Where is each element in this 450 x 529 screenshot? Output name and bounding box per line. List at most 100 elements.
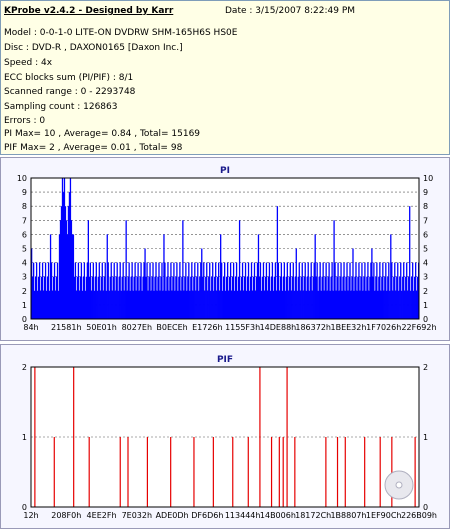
- plot-border: [30, 177, 420, 320]
- pi-bar: [323, 290, 325, 319]
- pi-bar: [189, 290, 191, 319]
- pi-bar: [194, 262, 196, 319]
- pi-bar: [164, 262, 166, 319]
- pi-bar: [396, 276, 398, 319]
- pi-bar: [202, 276, 204, 319]
- pi-bar: [388, 262, 390, 319]
- pi-bar: [171, 290, 173, 319]
- pi-bar: [209, 262, 211, 319]
- x-tick-label: 1F7026h: [366, 323, 401, 332]
- pi-bar: [243, 276, 246, 319]
- pi-bar: [324, 276, 326, 319]
- pi-bar: [322, 262, 324, 319]
- pi-bar: [137, 262, 139, 319]
- pi-bar: [295, 248, 297, 319]
- pi-bar: [317, 290, 319, 319]
- pi-bar: [163, 234, 165, 319]
- pi-bar: [121, 276, 123, 319]
- pi-bar: [148, 276, 150, 319]
- pi-bar: [58, 234, 61, 319]
- pi-bar: [245, 290, 248, 319]
- app-title: KProbe v2.4.2 - Designed by Karr: [4, 6, 174, 16]
- x-tick-label: 1155F3h: [225, 323, 260, 332]
- pi-bar: [282, 276, 284, 319]
- pi-bar: [253, 262, 256, 319]
- x-tick-label: 84h: [23, 323, 38, 332]
- pi-bar: [390, 234, 392, 319]
- y-tick-label-right: 10: [423, 174, 433, 183]
- pi-bar: [305, 290, 307, 319]
- pi-bar: [238, 220, 241, 319]
- pi-bar: [162, 290, 164, 319]
- x-tick-label: 22F692h: [401, 323, 436, 332]
- pi-bar: [182, 220, 184, 319]
- y-tick-label-left: 3: [22, 273, 27, 282]
- pi-bar: [95, 262, 97, 319]
- pi-bar: [214, 276, 216, 319]
- pi-bar: [127, 276, 129, 319]
- x-tick-label: ADE0Dh: [156, 511, 189, 520]
- pi-bar: [226, 262, 229, 319]
- pi-bar: [131, 262, 133, 319]
- pi-bar: [223, 276, 225, 319]
- pi-bar: [331, 262, 333, 319]
- y-tick-label-right: 7: [423, 216, 428, 225]
- y-tick-label-right: 2: [423, 287, 428, 296]
- pif-chart-panel: PIF 0 0 1 1 2 2 12h 208F0h 4EE2Fh 7E032h ADE0Dh DF6D…: [0, 344, 450, 529]
- model-line: Model : 0-0-1-0 LITE-ON DVDRW SHM-165H6S…: [4, 28, 238, 38]
- pi-bar: [204, 290, 206, 319]
- x-tick-label: 12h: [23, 511, 38, 520]
- disc-info-panel: KProbe v2.4.2 - Designed by Karr Date : …: [0, 0, 450, 155]
- pi-bar: [61, 178, 64, 319]
- pi-bar: [83, 262, 86, 319]
- pi-bar: [40, 276, 43, 319]
- pi-bar: [397, 262, 399, 319]
- pi-bar: [294, 276, 296, 319]
- pi-bar: [394, 262, 396, 319]
- pi-bar: [338, 290, 340, 319]
- pi-bar: [269, 290, 272, 319]
- pi-bar: [404, 290, 406, 319]
- pi-bar: [264, 276, 267, 319]
- pi-bar: [168, 290, 170, 319]
- pi-bar: [250, 262, 253, 319]
- pi-bar: [368, 290, 370, 319]
- pi-bar: [37, 276, 40, 319]
- pi-bar: [316, 262, 318, 319]
- pi-bar: [252, 276, 255, 319]
- pi-bar: [399, 276, 401, 319]
- pi-bar: [215, 262, 217, 319]
- pi-bar: [289, 262, 291, 319]
- pi-bar: [358, 262, 360, 319]
- pi-bar: [161, 262, 163, 319]
- pi-bar: [138, 290, 140, 319]
- pi-bar: [100, 276, 102, 319]
- pi-bar: [90, 290, 92, 319]
- pi-bar: [149, 262, 151, 319]
- pi-bar: [31, 248, 33, 319]
- pi-bar: [151, 276, 153, 319]
- pi-bar: [70, 220, 73, 319]
- pi-bar: [76, 276, 79, 319]
- pi-bar: [227, 290, 230, 319]
- pi-bar: [259, 262, 262, 319]
- pi-bar: [38, 262, 41, 319]
- pi-bar: [225, 276, 228, 319]
- pi-bar: [79, 276, 82, 319]
- pi-bar: [210, 290, 212, 319]
- pi-bar: [261, 276, 264, 319]
- pi-bar: [106, 234, 108, 319]
- x-tick-label: 226B09h: [401, 511, 437, 520]
- pi-bar: [355, 262, 357, 319]
- pi-bar: [301, 262, 303, 319]
- pi-bar: [378, 276, 380, 319]
- x-tick-label: 8027Eh: [122, 323, 152, 332]
- pi-bar: [196, 276, 198, 319]
- pi-bar: [43, 276, 46, 319]
- pi-bar: [152, 262, 154, 319]
- pi-bar: [356, 290, 358, 319]
- pi-bar: [413, 290, 415, 319]
- pi-bar: [180, 290, 182, 319]
- errors-line: Errors : 0: [4, 116, 46, 126]
- y-tick-label-right: 1: [423, 433, 428, 442]
